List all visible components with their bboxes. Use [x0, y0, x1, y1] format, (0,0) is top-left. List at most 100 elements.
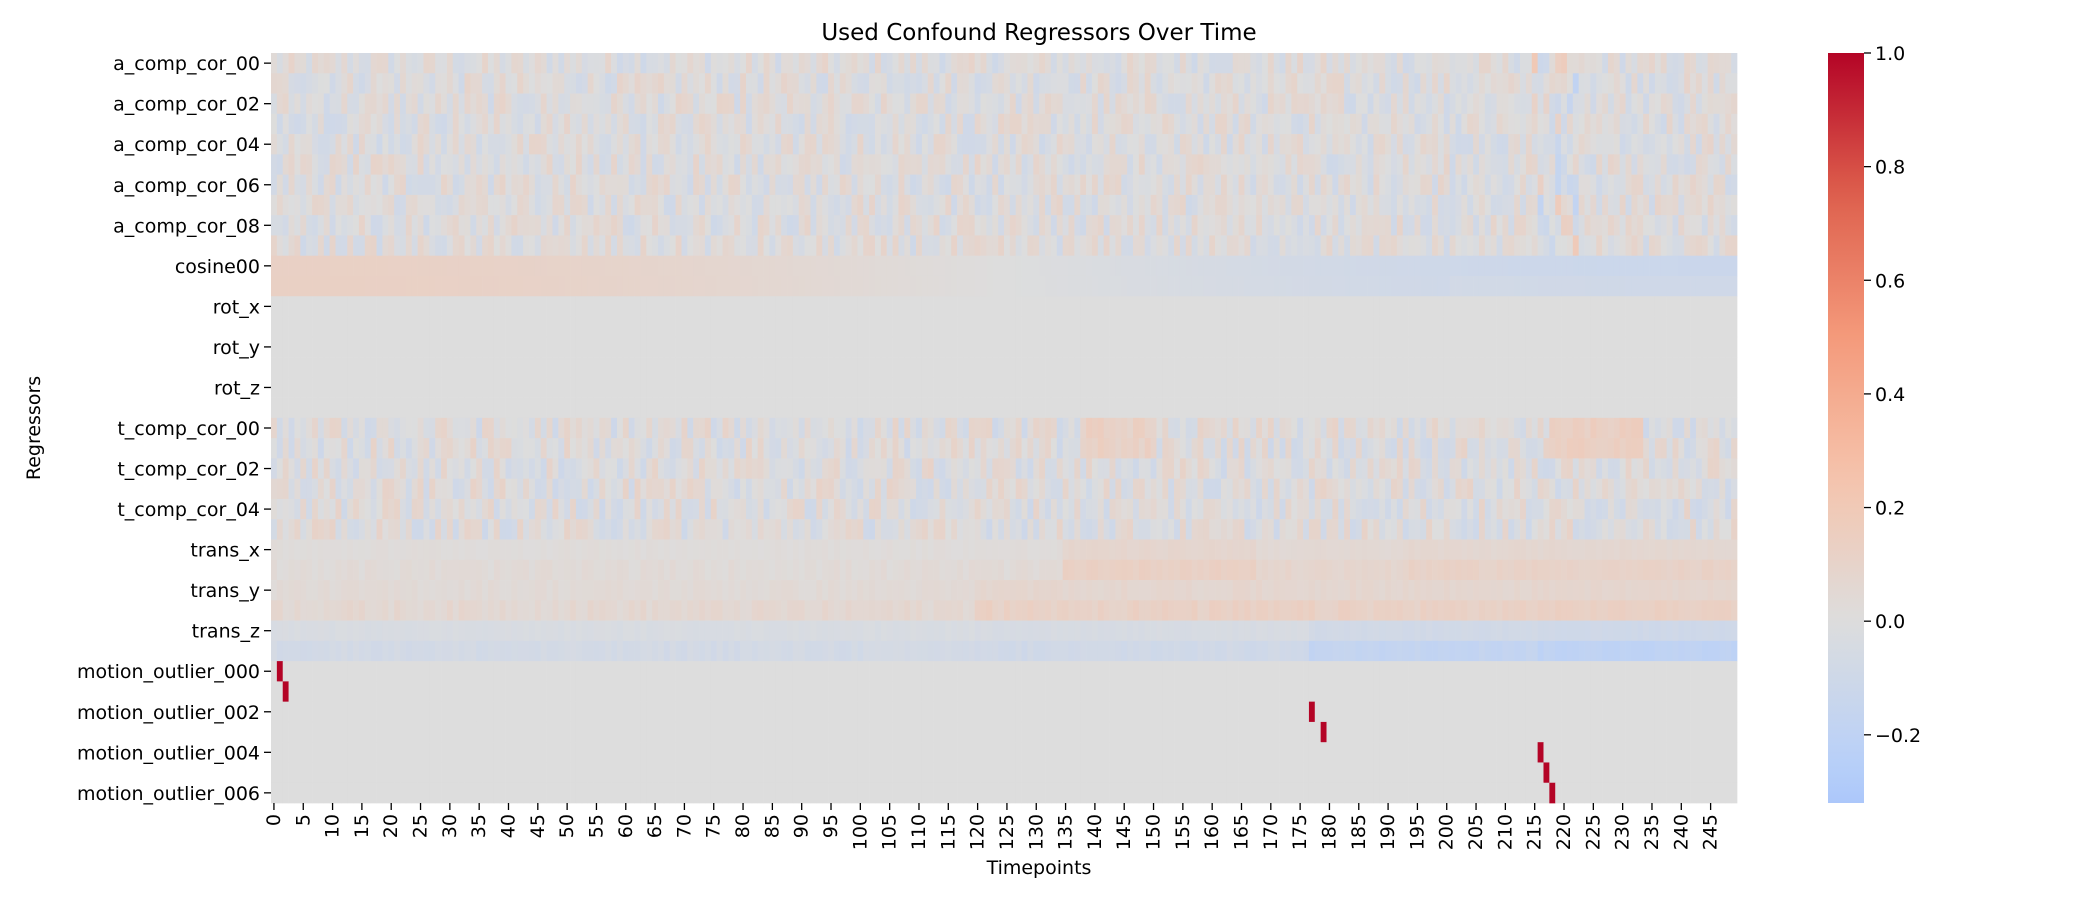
heatmap-cell: [652, 215, 659, 236]
heatmap-cell: [628, 296, 635, 317]
heatmap-cell: [1631, 255, 1638, 277]
heatmap-cell: [916, 336, 923, 358]
heatmap-cell: [300, 438, 307, 459]
heatmap-cell: [1291, 275, 1298, 297]
heatmap-cell: [1584, 438, 1591, 459]
heatmap-cell: [1050, 73, 1058, 94]
chart-title: Used Confound Regressors Over Time: [821, 20, 1256, 46]
heatmap-cell: [822, 93, 829, 115]
heatmap-cell: [370, 154, 377, 175]
heatmap-cell: [1402, 134, 1409, 155]
heatmap-cell: [1625, 235, 1632, 257]
heatmap-cell: [1543, 53, 1550, 74]
heatmap-cell: [1690, 174, 1697, 196]
heatmap-cell: [986, 134, 993, 155]
heatmap-cell: [534, 357, 542, 378]
heatmap-cell: [611, 397, 618, 419]
heatmap-cell: [693, 174, 700, 196]
heatmap-cell: [1080, 255, 1087, 277]
heatmap-cell: [998, 194, 1005, 216]
heatmap-cell: [1478, 417, 1486, 439]
heatmap-cell: [880, 255, 888, 277]
heatmap-cell: [1578, 316, 1585, 338]
heatmap-cell: [1050, 357, 1058, 378]
heatmap-cell: [464, 336, 471, 358]
heatmap-cell: [810, 438, 817, 459]
heatmap-cell: [1273, 377, 1280, 398]
heatmap-cell: [1209, 377, 1216, 398]
heatmap-cell: [869, 417, 876, 439]
heatmap-cell: [1162, 275, 1169, 297]
heatmap-cell: [1308, 73, 1316, 94]
heatmap-cell: [681, 316, 688, 338]
heatmap-cell: [669, 93, 676, 115]
heatmap-cell: [570, 53, 577, 74]
heatmap-cell: [1660, 316, 1667, 338]
heatmap-cell: [1297, 438, 1304, 459]
heatmap-cell: [1068, 93, 1075, 115]
heatmap-cell: [734, 357, 741, 378]
heatmap-cell: [1344, 154, 1351, 175]
heatmap-cell: [1285, 417, 1292, 439]
heatmap-cell: [663, 53, 671, 74]
heatmap-cell: [312, 53, 319, 74]
heatmap-cell: [417, 134, 424, 155]
heatmap-cell: [1555, 174, 1562, 196]
heatmap-cell: [1520, 73, 1527, 94]
heatmap-cell: [1168, 397, 1175, 419]
heatmap-cell: [1279, 73, 1286, 94]
heatmap-cell: [962, 215, 970, 236]
heatmap-cell: [945, 235, 952, 257]
heatmap-cell: [1437, 174, 1445, 196]
heatmap-cell: [1695, 235, 1703, 257]
heatmap-cell: [1250, 53, 1257, 74]
heatmap-cell: [1215, 215, 1222, 236]
heatmap-cell: [898, 336, 905, 358]
heatmap-cell: [423, 73, 430, 94]
heatmap-cell: [1420, 113, 1427, 135]
heatmap-cell: [1373, 93, 1380, 115]
heatmap-cell: [622, 73, 630, 94]
heatmap-cell: [558, 357, 565, 378]
heatmap-cell: [288, 316, 295, 338]
heatmap-cell: [939, 296, 946, 317]
heatmap-cell: [1484, 113, 1492, 135]
heatmap-cell: [1379, 377, 1386, 398]
heatmap-cell: [1074, 134, 1081, 155]
heatmap-cell: [1443, 316, 1451, 338]
heatmap-cell: [1127, 235, 1134, 257]
heatmap-cell: [1197, 73, 1204, 94]
heatmap-cell: [1502, 174, 1509, 196]
heatmap-cell: [294, 154, 301, 175]
heatmap-cell: [1672, 316, 1679, 338]
heatmap-cell: [376, 417, 383, 439]
heatmap-cell: [1660, 417, 1667, 439]
heatmap-cell: [1050, 174, 1058, 196]
heatmap-cell: [1555, 113, 1562, 135]
heatmap-cell: [1273, 215, 1280, 236]
heatmap-cell: [1437, 235, 1445, 257]
heatmap-cell: [1121, 113, 1128, 135]
heatmap-cell: [734, 397, 741, 419]
heatmap-cell: [904, 113, 911, 135]
heatmap-cell: [1549, 417, 1556, 439]
heatmap-cell: [505, 93, 512, 115]
heatmap-cell: [1056, 194, 1063, 216]
heatmap-cell: [329, 53, 336, 74]
heatmap-cell: [1349, 113, 1357, 135]
heatmap-cell: [910, 53, 917, 74]
heatmap-cell: [564, 215, 571, 236]
heatmap-cell: [1432, 93, 1439, 115]
heatmap-cell: [646, 113, 653, 135]
heatmap-cell: [587, 73, 594, 94]
heatmap-cell: [411, 377, 418, 398]
heatmap-cell: [446, 336, 454, 358]
heatmap-cell: [1566, 296, 1574, 317]
heatmap-cell: [1197, 275, 1204, 297]
heatmap-cell: [611, 377, 618, 398]
heatmap-cell: [511, 316, 518, 338]
heatmap-cell: [980, 296, 987, 317]
heatmap-cell: [464, 275, 471, 297]
heatmap-cell: [446, 134, 454, 155]
heatmap-cell: [880, 113, 888, 135]
